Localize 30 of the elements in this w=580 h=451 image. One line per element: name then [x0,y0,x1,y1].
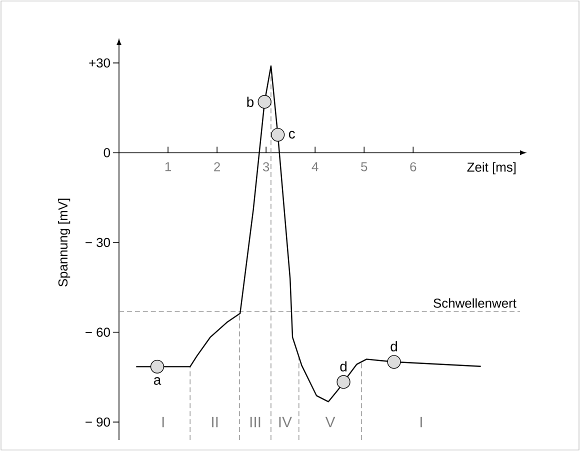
annotation: I [162,416,164,428]
x-tick-label: 1 [165,162,171,172]
annotation: I [420,416,422,428]
annotation: V [325,416,336,428]
y-axis-title: Spannung [mV] [58,198,70,287]
annotation: d [390,341,397,352]
y-tick-label: +30 [89,58,110,68]
x-tick-label: 3 [262,162,270,172]
annotation: IV [279,416,292,428]
annotation: d [340,361,347,372]
y-tick-label: − 90 [86,417,110,427]
y-tick-label: − 60 [86,328,110,337]
y-tick-label: 0 [104,148,110,158]
x-tick-label: 2 [214,162,220,172]
x-axis-title: Zeit [ms] [467,162,516,174]
point [258,95,272,109]
annotation: a [154,377,162,385]
point [271,128,285,142]
annotation: b [247,96,254,107]
ref-line-label: Schwellenwert [434,298,516,308]
x-tick-label: 4 [312,162,318,172]
point [387,355,401,369]
point [336,375,350,389]
x-tick-label: 5 [361,162,368,172]
point [150,360,164,374]
annotation: II [212,416,218,428]
y-tick-label: − 30 [86,238,110,248]
annotation: III [250,416,260,428]
annotation: c [288,130,295,139]
x-tick-label: 6 [410,162,416,172]
